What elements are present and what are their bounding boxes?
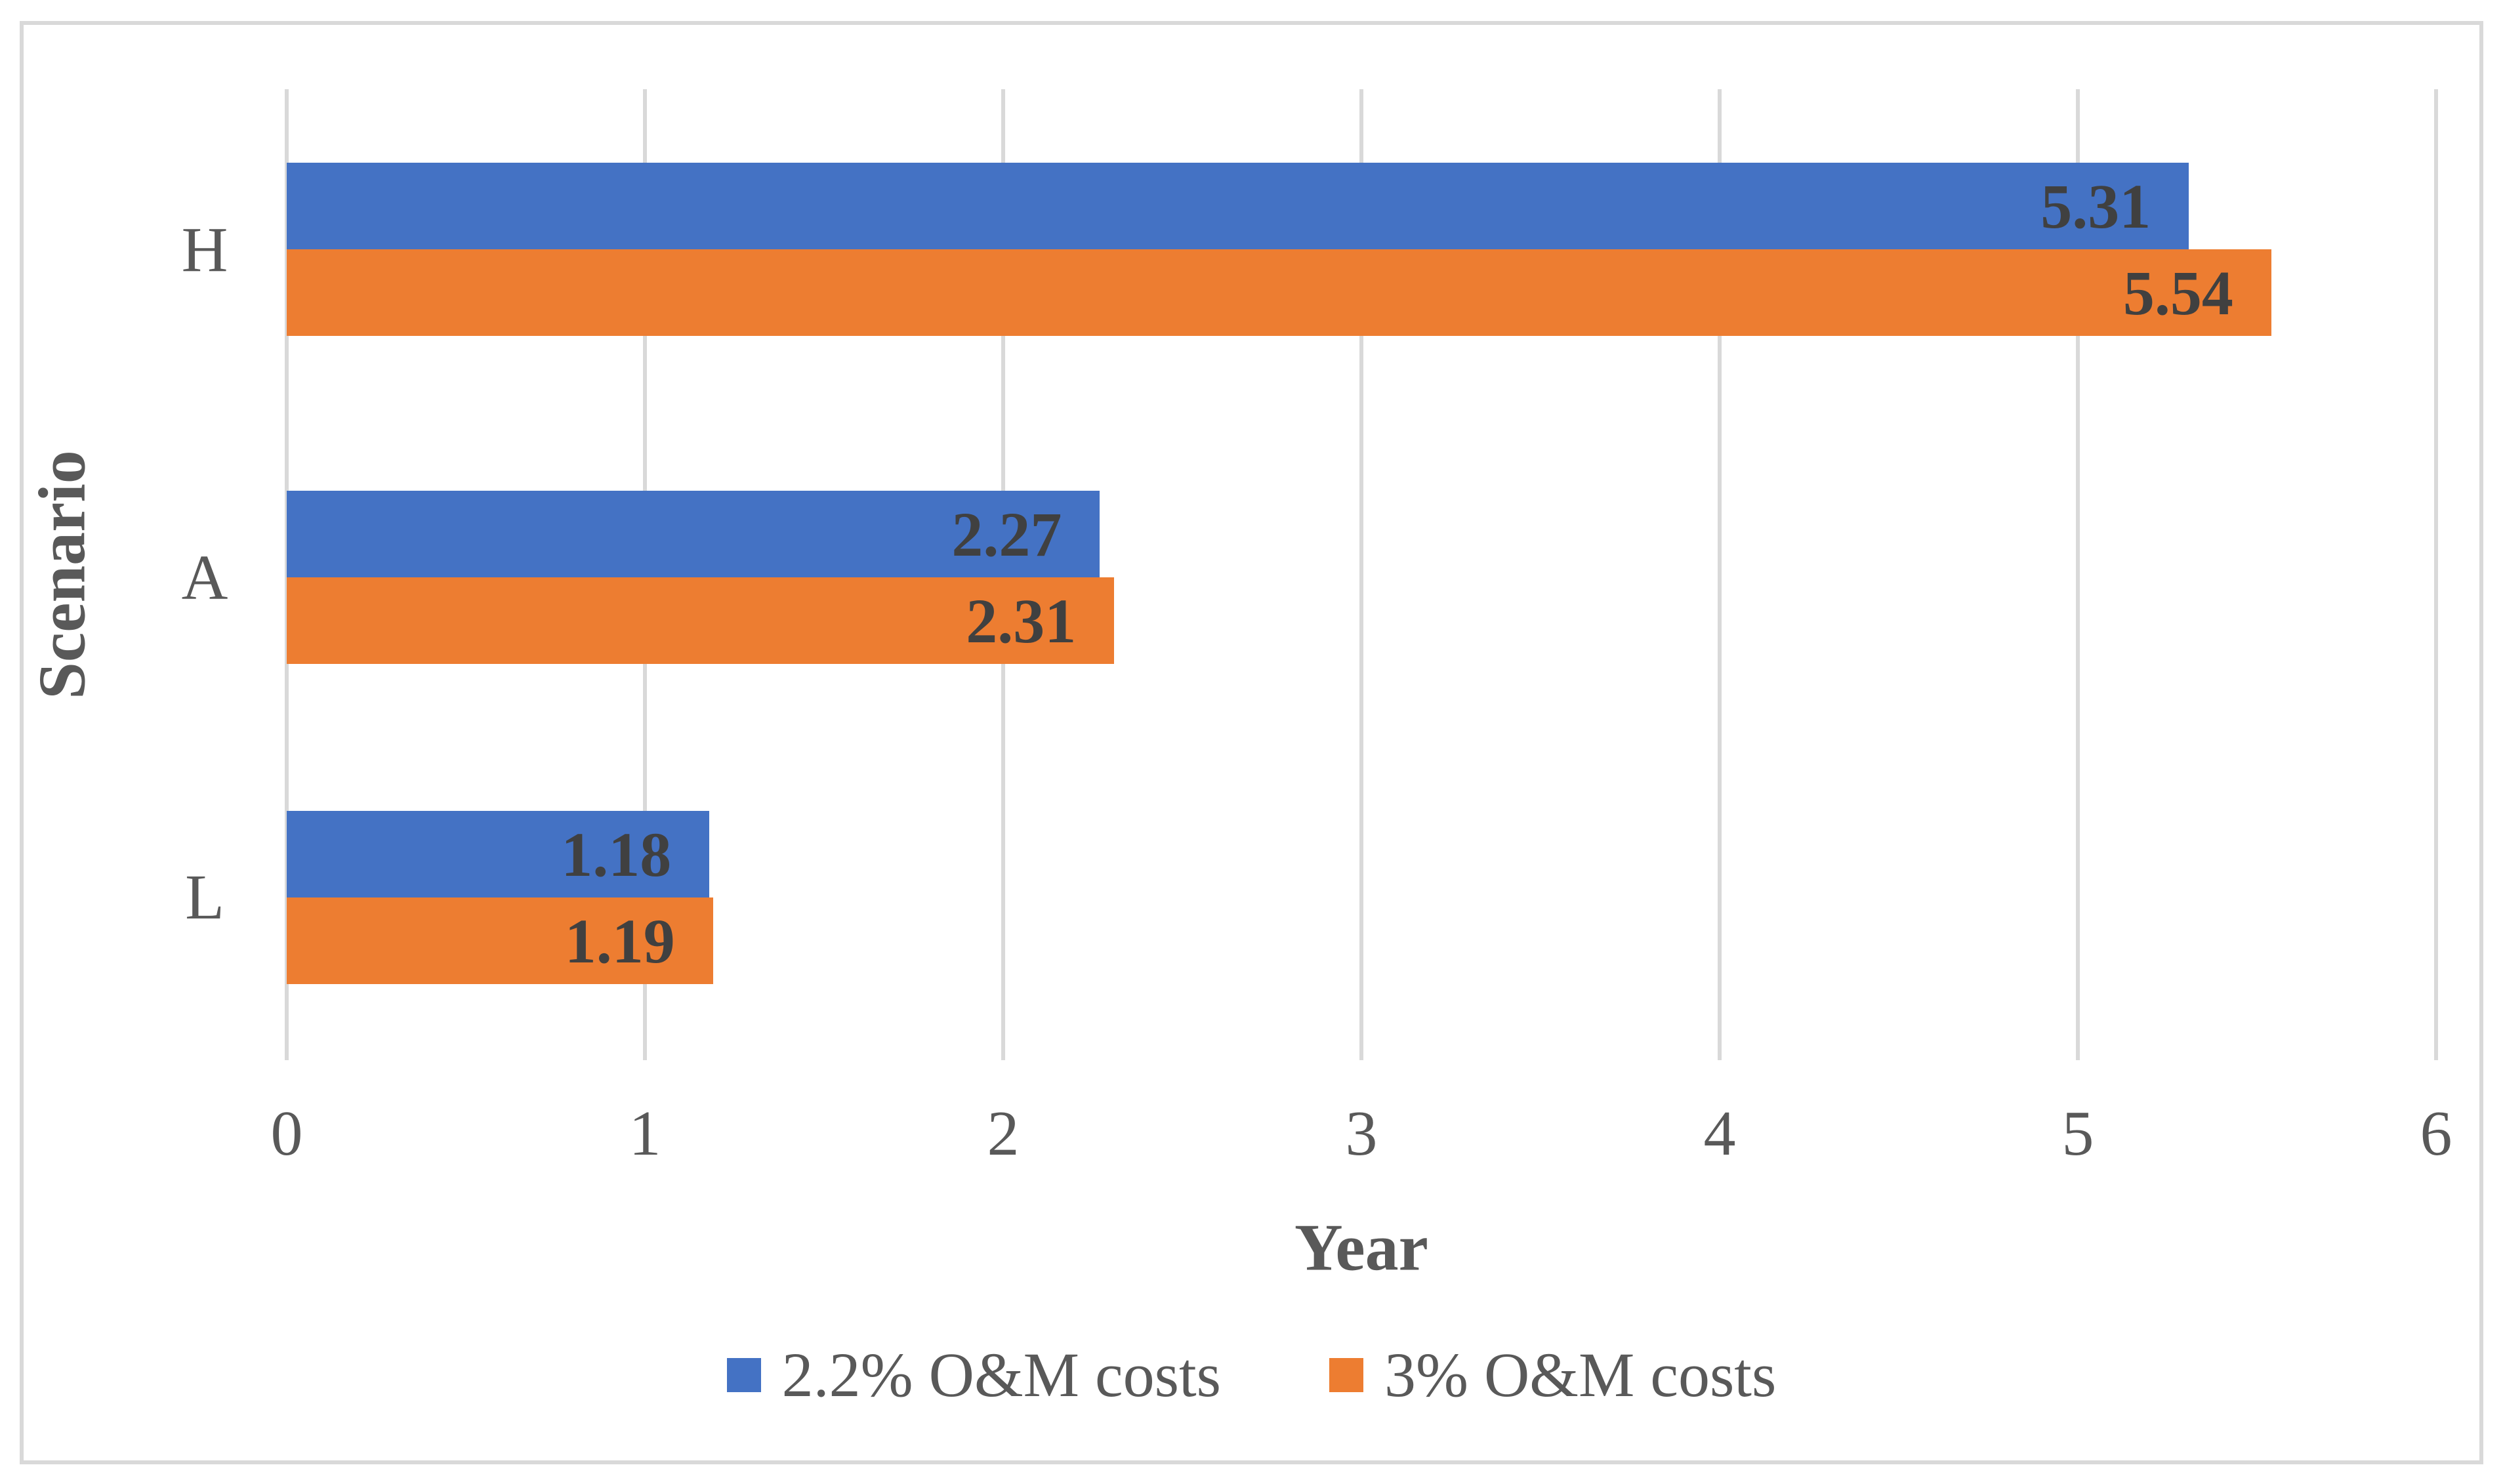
legend-label-series1: 2.2% O&M costs (781, 1340, 1221, 1410)
legend-item-series1: 2.2% O&M costs (726, 1338, 1221, 1411)
gridline-4 (1718, 89, 1722, 1060)
legend-swatch-series1-icon (726, 1357, 761, 1392)
data-label-h-series2: 5.54 (2122, 257, 2233, 328)
plot-area: 5.31 5.54 2.27 2.31 1.18 1.19 (285, 89, 2438, 1060)
data-label-l-series1: 1.18 (561, 819, 672, 890)
legend-label-series2: 3% O&M costs (1384, 1340, 1777, 1410)
x-axis-title: Year (1294, 1210, 1428, 1285)
legend-item-series2: 3% O&M costs (1329, 1338, 1776, 1411)
x-tick-6: 6 (2420, 1098, 2452, 1169)
legend: 2.2% O&M costs 3% O&M costs (0, 1338, 2503, 1411)
data-label-a-series2: 2.31 (966, 585, 1077, 656)
data-label-h-series1: 5.31 (2040, 171, 2151, 241)
bar-h-series2: 5.54 (287, 249, 2271, 336)
bar-h-series1: 5.31 (287, 163, 2189, 249)
bar-group-a: 2.27 2.31 (287, 491, 2436, 664)
bar-l-series2: 1.19 (287, 897, 713, 984)
data-label-l-series2: 1.19 (564, 905, 675, 976)
bar-group-l: 1.18 1.19 (287, 811, 2436, 984)
y-axis-title: Scenario (25, 450, 100, 699)
x-tick-0: 0 (270, 1098, 303, 1169)
category-label-l: L (185, 862, 224, 933)
bar-a-series2: 2.31 (287, 577, 1115, 664)
bar-l-series1: 1.18 (287, 811, 710, 897)
x-tick-2: 2 (987, 1098, 1020, 1169)
data-label-a-series1: 2.27 (951, 499, 1062, 569)
bar-group-h: 5.31 5.54 (287, 163, 2436, 336)
gridline-6 (2434, 89, 2438, 1060)
x-tick-5: 5 (2061, 1098, 2094, 1169)
category-label-a: A (181, 543, 228, 613)
x-tick-1: 1 (629, 1098, 661, 1169)
x-tick-4: 4 (1703, 1098, 1736, 1169)
gridline-5 (2075, 89, 2080, 1060)
gridline-3 (1359, 89, 1363, 1060)
category-label-h: H (181, 215, 228, 285)
x-tick-3: 3 (1345, 1098, 1378, 1169)
legend-swatch-series2-icon (1329, 1357, 1363, 1392)
bar-a-series1: 2.27 (287, 491, 1100, 577)
x-axis-ticks: 0 1 2 3 4 5 6 (271, 1097, 2452, 1189)
